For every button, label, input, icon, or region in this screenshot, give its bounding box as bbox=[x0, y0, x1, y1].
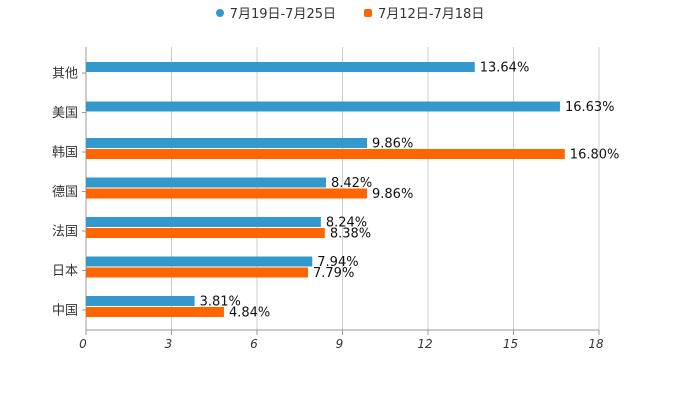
bar-series-1 bbox=[86, 217, 321, 227]
legend-item-series-1[interactable]: 7月19日-7月25日 bbox=[215, 3, 336, 22]
data-label: 8.38% bbox=[330, 227, 371, 242]
bar-series-2 bbox=[86, 267, 309, 278]
category-label: 中国 bbox=[52, 304, 78, 319]
category-label: 其他 bbox=[52, 67, 78, 82]
data-label: 7.94% bbox=[317, 255, 358, 270]
bar-series-2 bbox=[86, 228, 325, 238]
x-tick-label: 6 bbox=[250, 337, 258, 351]
legend: 7月19日-7月25日 7月12日-7月18日 bbox=[0, 3, 700, 22]
data-label: 13.64% bbox=[480, 61, 530, 76]
x-tick-label: 9 bbox=[336, 337, 344, 351]
category-label: 法国 bbox=[52, 225, 78, 240]
bar-series-1 bbox=[86, 101, 560, 112]
bar-series-1 bbox=[86, 138, 368, 148]
x-tick-label: 18 bbox=[588, 337, 604, 351]
data-label: 9.86% bbox=[372, 187, 413, 202]
data-label: 7.79% bbox=[313, 266, 354, 281]
bar-series-2 bbox=[86, 188, 368, 199]
category-label: 韩国 bbox=[52, 146, 78, 161]
bar-series-2 bbox=[86, 149, 565, 159]
category-label: 美国 bbox=[52, 106, 78, 121]
data-label: 3.81% bbox=[200, 295, 241, 310]
legend-label-series-2: 7月12日-7月18日 bbox=[378, 7, 485, 22]
category-label: 德国 bbox=[52, 185, 78, 200]
category-label: 日本 bbox=[52, 264, 78, 279]
bar-series-1 bbox=[86, 296, 195, 306]
data-label: 16.63% bbox=[565, 100, 615, 115]
data-label: 9.86% bbox=[372, 137, 413, 152]
x-tick-label: 15 bbox=[503, 337, 518, 351]
legend-marker-series-2 bbox=[364, 8, 372, 17]
bar-series-2 bbox=[86, 307, 224, 317]
x-tick-label: 0 bbox=[79, 337, 87, 351]
legend-label-series-1: 7月19日-7月25日 bbox=[229, 7, 336, 22]
data-label: 8.24% bbox=[326, 216, 367, 231]
data-label: 16.80% bbox=[570, 148, 620, 163]
legend-item-series-2[interactable]: 7月12日-7月18日 bbox=[364, 3, 484, 22]
bar-series-1 bbox=[86, 256, 313, 267]
legend-marker-series-1 bbox=[215, 8, 224, 17]
bar-series-1 bbox=[86, 62, 475, 72]
data-label: 4.84% bbox=[229, 306, 270, 321]
x-tick-label: 12 bbox=[417, 337, 432, 351]
data-label: 8.42% bbox=[331, 176, 372, 191]
bar-series-1 bbox=[86, 177, 326, 188]
x-tick-label: 3 bbox=[165, 337, 173, 351]
